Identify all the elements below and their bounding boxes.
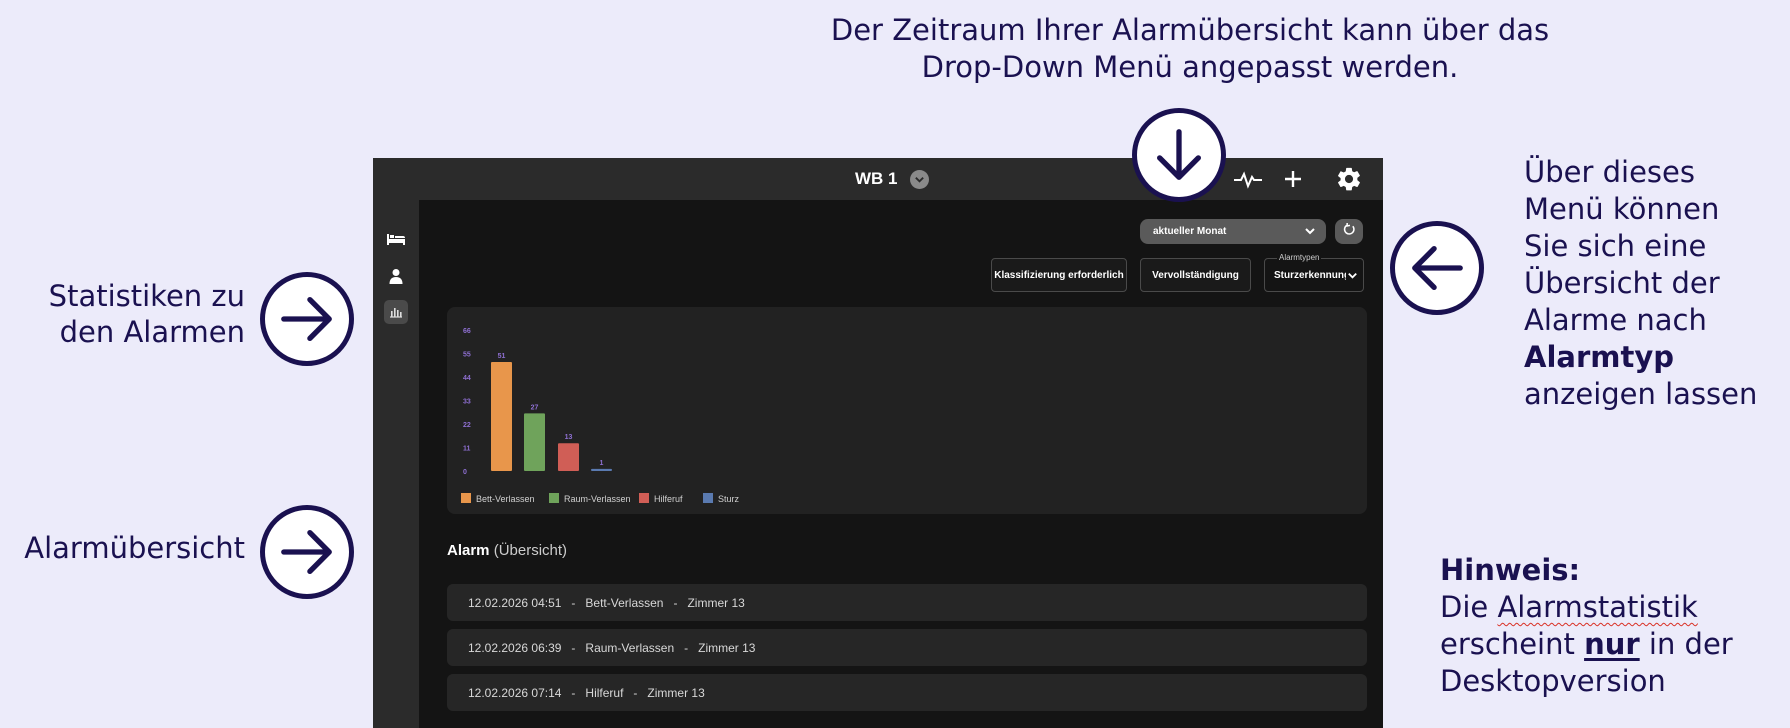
data-label: 1 bbox=[600, 460, 604, 467]
note-line: erscheint nur in der bbox=[1440, 626, 1770, 663]
top-bar: WB 1 bbox=[373, 158, 1383, 200]
arrow-left-icon bbox=[1412, 246, 1463, 290]
plus-icon[interactable] bbox=[1282, 168, 1304, 195]
main-content: aktueller Monat Klassifizierung erforder… bbox=[419, 200, 1383, 728]
annotation-arrow-left bbox=[1390, 221, 1484, 315]
alarm-list-item[interactable]: 12.02.2026 06:39 - Raum-Verlassen - Zimm… bbox=[447, 629, 1367, 666]
annotation-text: Statistiken zu bbox=[48, 279, 245, 313]
arrow-right-icon bbox=[281, 297, 332, 341]
alarm-type-value: Sturzerkennung bbox=[1274, 270, 1346, 281]
y-tick-label: 66 bbox=[463, 328, 471, 335]
activity-icon[interactable] bbox=[1233, 169, 1263, 194]
annotation-alarm-type-menu: Über dieses Menü können Sie sich eine Üb… bbox=[1524, 154, 1790, 413]
bar-hilferuf bbox=[558, 443, 579, 471]
annotation-text: Alarme nach bbox=[1524, 303, 1707, 337]
note-text: in der bbox=[1639, 627, 1733, 661]
note-line: Die Alarmstatistik bbox=[1440, 589, 1770, 626]
y-tick-label: 22 bbox=[463, 422, 471, 429]
note-text-underlined: nur bbox=[1584, 627, 1640, 661]
page-title: WB 1 bbox=[855, 169, 898, 188]
annotation-text: anzeigen lassen bbox=[1524, 377, 1758, 411]
annotation-statistics: Statistiken zu den Alarmen bbox=[20, 278, 245, 350]
period-dropdown-value: aktueller Monat bbox=[1153, 226, 1227, 237]
note-text: Die bbox=[1440, 590, 1498, 624]
classification-filter-button[interactable]: Klassifizierung erforderlich bbox=[991, 258, 1127, 292]
y-tick-label: 55 bbox=[463, 352, 471, 359]
gear-icon[interactable] bbox=[1335, 165, 1363, 198]
annotation-text: Sie sich eine bbox=[1524, 229, 1707, 263]
bar-raum-verlassen bbox=[524, 413, 545, 471]
annotation-text: Drop-Down Menü angepasst werden. bbox=[921, 50, 1459, 84]
annotation-arrow-down bbox=[1132, 108, 1226, 202]
y-tick-label: 44 bbox=[463, 375, 471, 382]
y-tick-label: 0 bbox=[463, 469, 467, 476]
annotation-alarm-overview: Alarmübersicht bbox=[10, 530, 245, 566]
bar-chart-icon[interactable] bbox=[384, 300, 408, 324]
annotation-text: Übersicht der bbox=[1524, 266, 1720, 300]
data-label: 13 bbox=[565, 434, 573, 441]
chevron-down-icon[interactable] bbox=[910, 170, 929, 189]
refresh-icon bbox=[1342, 222, 1357, 242]
bar-bett-verlassen bbox=[491, 362, 512, 471]
note-title: Hinweis: bbox=[1440, 553, 1581, 587]
alarm-type-label: Alarmtypen bbox=[1277, 253, 1322, 262]
note-text: Desktopversion bbox=[1440, 664, 1666, 698]
alarm-list-title-bold: Alarm bbox=[447, 542, 490, 559]
person-icon[interactable] bbox=[384, 265, 408, 287]
legend-label: Bett-Verlassen bbox=[476, 494, 535, 504]
alarm-list-title: Alarm (Übersicht) bbox=[447, 542, 567, 559]
annotation-dropdown-hint: Der Zeitraum Ihrer Alarmübersicht kann ü… bbox=[800, 12, 1580, 86]
annotation-text: den Alarmen bbox=[59, 315, 245, 349]
sidebar bbox=[373, 200, 419, 728]
note-text-spellcheck: Alarmstatistik bbox=[1497, 590, 1698, 624]
legend-label: Hilferuf bbox=[654, 494, 683, 504]
legend-swatch bbox=[461, 493, 471, 503]
alarm-list-item[interactable]: 12.02.2026 04:51 - Bett-Verlassen - Zimm… bbox=[447, 584, 1367, 621]
annotation-note: Hinweis: Die Alarmstatistik erscheint nu… bbox=[1440, 552, 1770, 700]
refresh-button[interactable] bbox=[1335, 219, 1363, 244]
alarm-list-item[interactable]: 12.02.2026 07:14 - Hilferuf - Zimmer 13 bbox=[447, 674, 1367, 711]
annotation-text: Der Zeitraum Ihrer Alarmübersicht kann ü… bbox=[830, 13, 1550, 47]
bed-icon[interactable] bbox=[384, 228, 408, 250]
bar-sturz bbox=[591, 468, 612, 471]
legend-label: Raum-Verlassen bbox=[564, 494, 631, 504]
chevron-down-icon bbox=[1303, 224, 1317, 241]
legend-swatch bbox=[639, 493, 649, 503]
legend-swatch bbox=[703, 493, 713, 503]
alarm-type-select[interactable]: Alarmtypen Sturzerkennung bbox=[1264, 253, 1364, 292]
annotation-text: Alarmübersicht bbox=[24, 531, 245, 565]
bar-chart: 0 11 22 33 44 55 66 51 27 13 1 Bett-Verlassen Raum-V… bbox=[461, 328, 740, 504]
annotation-text-bold: Alarmtyp bbox=[1524, 340, 1674, 374]
app-window: WB 1 aktueller Monat bbox=[373, 158, 1383, 728]
y-tick-label: 11 bbox=[463, 446, 471, 453]
period-dropdown[interactable]: aktueller Monat bbox=[1140, 219, 1326, 244]
alarm-list-title-sub: (Übersicht) bbox=[489, 542, 568, 559]
data-label: 51 bbox=[498, 353, 506, 360]
legend-label: Sturz bbox=[718, 494, 740, 504]
annotation-arrow-right-statistics bbox=[260, 272, 354, 366]
annotation-arrow-right-overview bbox=[260, 505, 354, 599]
arrow-right-icon bbox=[281, 530, 332, 574]
data-label: 27 bbox=[531, 404, 539, 411]
alarm-statistics-chart: 0 11 22 33 44 55 66 51 27 13 1 Bett-Verlassen Raum-V… bbox=[447, 307, 1367, 514]
annotation-text: Über dieses bbox=[1524, 155, 1695, 189]
annotation-text: Menü können bbox=[1524, 192, 1720, 226]
arrow-down-icon bbox=[1157, 129, 1201, 180]
completeness-filter-button[interactable]: Vervollständigung bbox=[1140, 258, 1251, 292]
y-tick-label: 33 bbox=[463, 399, 471, 406]
note-text: erscheint bbox=[1440, 627, 1585, 661]
chevron-down-icon bbox=[1346, 269, 1359, 287]
legend-swatch bbox=[549, 493, 559, 503]
